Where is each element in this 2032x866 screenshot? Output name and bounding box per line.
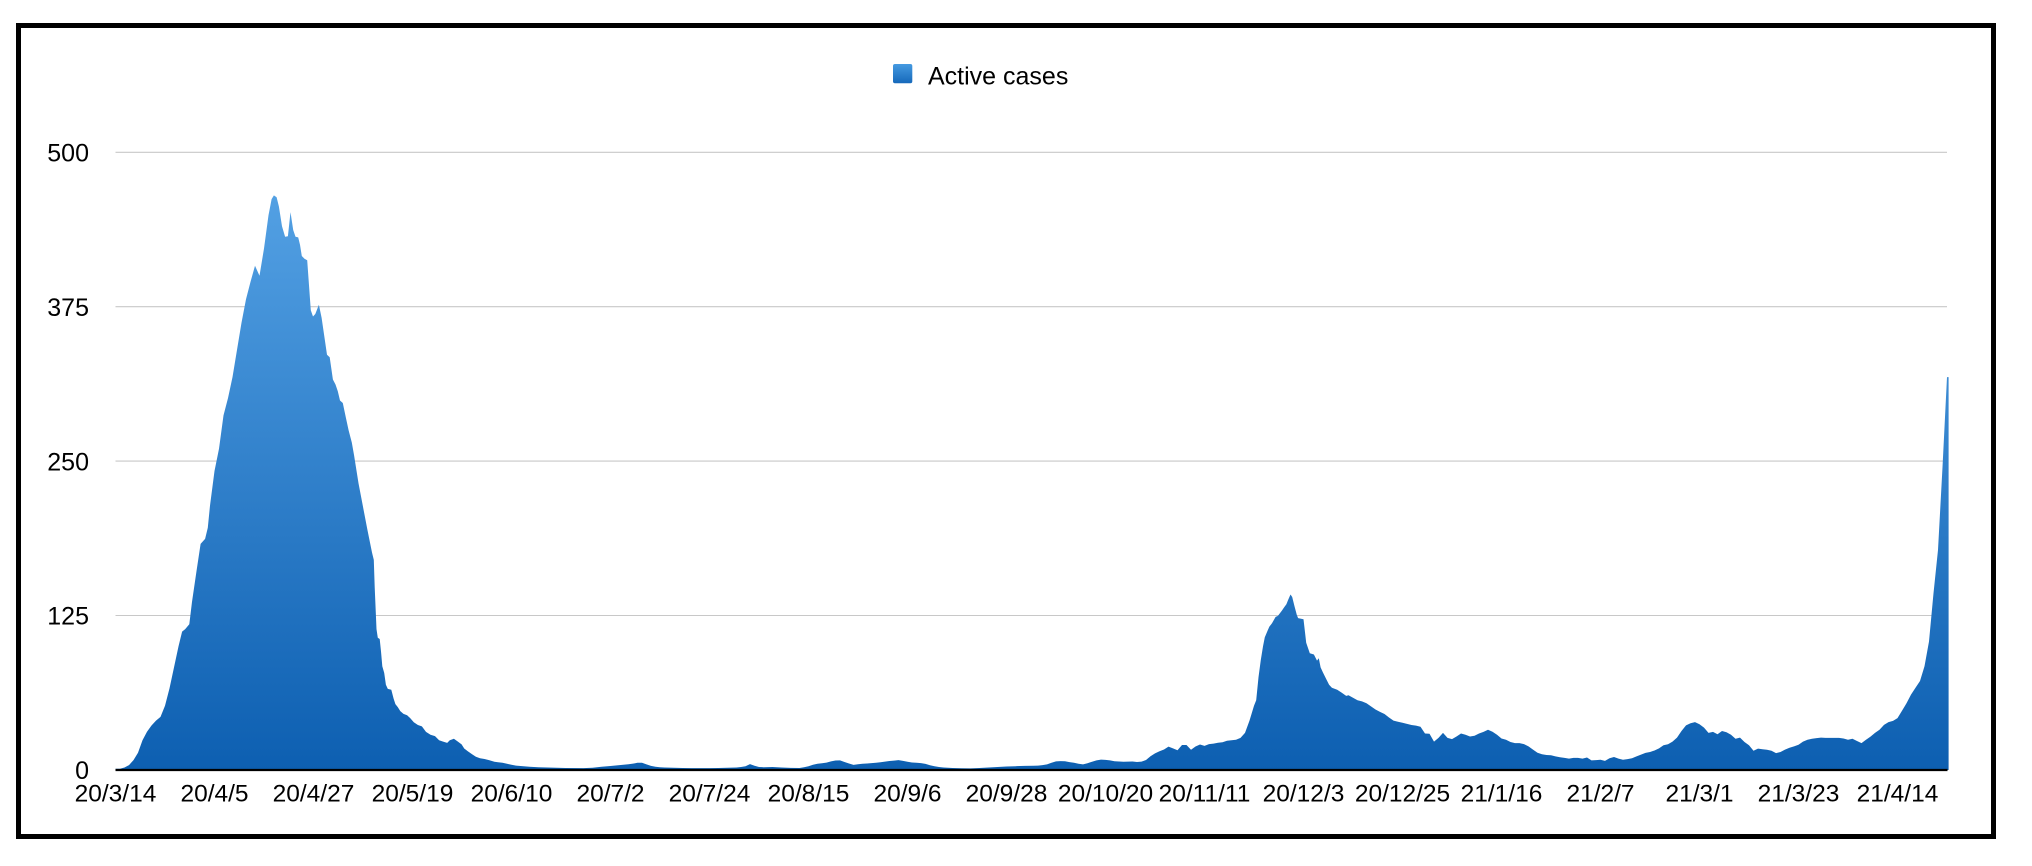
svg-text:0: 0 (75, 757, 89, 785)
svg-text:21/3/23: 21/3/23 (1758, 781, 1840, 808)
svg-text:20/7/24: 20/7/24 (669, 781, 751, 808)
svg-text:20/9/6: 20/9/6 (873, 781, 941, 808)
svg-text:125: 125 (47, 603, 89, 631)
svg-text:20/3/14: 20/3/14 (75, 781, 157, 808)
svg-text:21/3/1: 21/3/1 (1665, 781, 1733, 808)
svg-text:20/8/15: 20/8/15 (768, 781, 850, 808)
svg-text:375: 375 (47, 294, 89, 322)
svg-text:20/6/10: 20/6/10 (471, 781, 553, 808)
svg-text:Active cases: Active cases (928, 63, 1068, 91)
svg-text:20/4/5: 20/4/5 (180, 781, 248, 808)
svg-text:21/2/7: 21/2/7 (1566, 781, 1634, 808)
svg-text:20/7/2: 20/7/2 (576, 781, 644, 808)
svg-text:250: 250 (47, 448, 89, 476)
svg-text:21/4/14: 21/4/14 (1857, 781, 1939, 808)
svg-text:20/12/3: 20/12/3 (1263, 781, 1345, 808)
svg-text:20/4/27: 20/4/27 (273, 781, 355, 808)
svg-text:20/10/20: 20/10/20 (1058, 781, 1153, 808)
svg-text:20/11/11: 20/11/11 (1159, 781, 1251, 808)
svg-text:20/9/28: 20/9/28 (966, 781, 1048, 808)
svg-text:21/1/16: 21/1/16 (1461, 781, 1543, 808)
svg-text:500: 500 (47, 140, 89, 168)
svg-text:20/12/25: 20/12/25 (1355, 781, 1450, 808)
svg-text:20/5/19: 20/5/19 (372, 781, 454, 808)
